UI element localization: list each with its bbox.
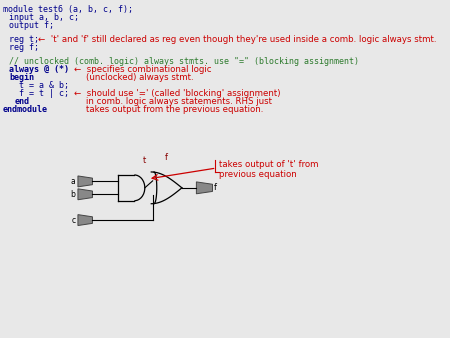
Text: input a, b, c;: input a, b, c; [9, 13, 80, 22]
Polygon shape [78, 176, 92, 187]
Polygon shape [78, 215, 92, 225]
Text: takes output of 't' from
previous equation: takes output of 't' from previous equati… [219, 160, 319, 179]
Text: (unclocked) always stmt.: (unclocked) always stmt. [86, 73, 194, 82]
Text: in comb. logic always statements. RHS just: in comb. logic always statements. RHS ju… [86, 97, 272, 105]
Text: f: f [165, 153, 168, 162]
Text: output f;: output f; [9, 21, 54, 30]
Text: t = a & b;: t = a & b; [19, 81, 69, 90]
Text: ←  specifies combinational logic: ← specifies combinational logic [74, 65, 211, 74]
Text: a: a [71, 177, 76, 186]
Text: f = t | c;: f = t | c; [19, 89, 69, 98]
Polygon shape [78, 189, 92, 200]
Text: t: t [143, 156, 146, 165]
Text: module test6 (a, b, c, f);: module test6 (a, b, c, f); [3, 5, 133, 14]
Text: ←  should use '=' (called 'blocking' assignment): ← should use '=' (called 'blocking' assi… [74, 89, 280, 98]
Text: f: f [214, 183, 217, 192]
Text: always @ (*): always @ (*) [9, 65, 69, 74]
Text: b: b [71, 190, 76, 199]
Text: // unclocked (comb. logic) always stmts. use "=" (blocking assignment): // unclocked (comb. logic) always stmts.… [9, 57, 360, 66]
Text: reg f;: reg f; [9, 43, 40, 52]
Text: endmodule: endmodule [3, 104, 48, 114]
Text: c: c [72, 216, 76, 224]
Text: reg t;: reg t; [9, 35, 40, 44]
Text: end: end [14, 97, 29, 105]
Text: takes output from the previous equation.: takes output from the previous equation. [86, 104, 263, 114]
Text: ←  't' and 'f' still declared as reg even though they're used inside a comb. log: ← 't' and 'f' still declared as reg even… [38, 35, 436, 44]
Text: begin: begin [9, 73, 35, 82]
Polygon shape [196, 182, 212, 194]
